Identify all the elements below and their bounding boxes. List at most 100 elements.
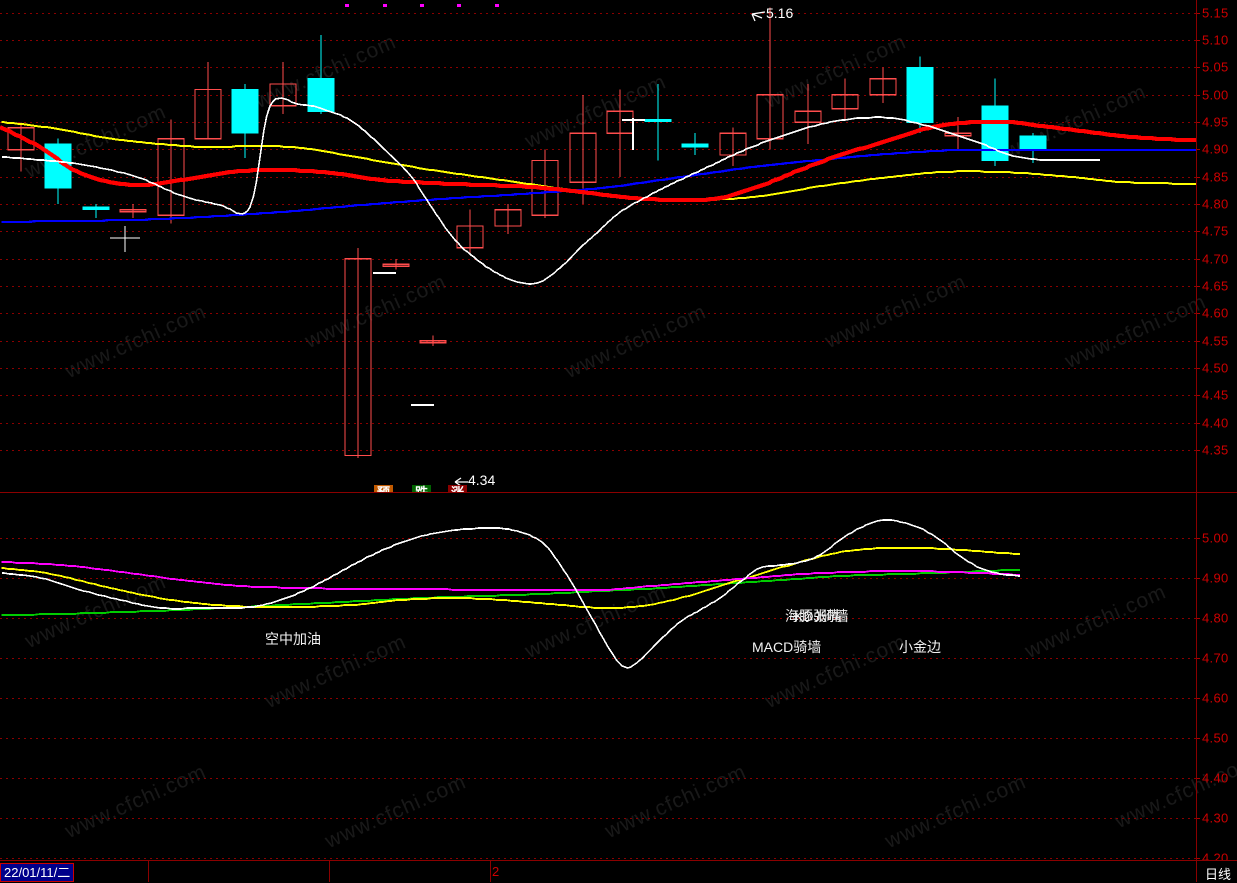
price-axis-right[interactable]: 5.15 5.10 5.05 5.00 4.95 4.90 4.85 4.80 4.75 4.70… — [1196, 0, 1237, 492]
candlestick[interactable] — [644, 84, 672, 161]
price-gridline — [0, 122, 1196, 123]
price-gridline — [0, 286, 1196, 287]
candlestick[interactable] — [831, 78, 859, 120]
candlestick[interactable] — [82, 204, 110, 218]
doji-cross-markers — [110, 118, 645, 406]
candlestick[interactable] — [531, 149, 559, 218]
candlestick[interactable] — [119, 204, 147, 218]
price-axis-tick: 4.90 — [1202, 141, 1229, 157]
indicator-axis-right[interactable]: 5.00 4.90 4.80 4.70 4.60 4.50 4.40 4.30 4.20 — [1196, 494, 1237, 866]
signal-dot — [420, 4, 424, 7]
signal-label-gold-edge: 小金边 — [899, 639, 941, 655]
price-gridline — [0, 67, 1196, 68]
callout-arrows — [454, 11, 766, 487]
x-tick-mark-1 — [148, 861, 149, 882]
candlestick[interactable] — [719, 127, 747, 166]
price-axis-tick-mark — [1196, 231, 1200, 232]
price-axis-tick-mark — [1196, 450, 1200, 451]
indicator-axis-tick-mark — [1196, 738, 1200, 739]
price-axis-tick: 4.95 — [1202, 114, 1229, 130]
candle-body-hollow — [119, 208, 147, 213]
price-axis-tick: 5.05 — [1202, 59, 1229, 75]
price-gridline — [0, 341, 1196, 342]
x-tick-mark-2 — [329, 861, 330, 882]
signal-dot — [345, 4, 349, 7]
price-axis-tick: 5.00 — [1202, 87, 1229, 103]
price-gridline — [0, 395, 1196, 396]
price-axis-tick: 4.50 — [1202, 360, 1229, 376]
indicator-gridline — [0, 538, 1196, 539]
indicator-line-green — [1, 569, 1020, 616]
candlestick[interactable] — [906, 56, 934, 134]
candlestick[interactable] — [269, 62, 297, 115]
date-readout[interactable]: 22/01/11/二 — [0, 863, 75, 882]
signal-label-dolphin-mouth: 海豚张嘴 — [785, 608, 841, 624]
indicator-axis-tick: 4.30 — [1202, 810, 1229, 826]
signal-label-macd-riding: MACD骑墙 — [752, 639, 822, 655]
indicator-gridline — [0, 698, 1196, 699]
candlestick[interactable] — [194, 62, 222, 140]
indicator-axis-tick: 4.90 — [1202, 570, 1229, 586]
candle-body-hollow — [831, 94, 859, 110]
candlestick[interactable] — [494, 204, 522, 235]
indicator-plot — [1, 519, 1020, 669]
candlestick[interactable] — [231, 84, 259, 158]
candlestick[interactable] — [606, 89, 634, 177]
candlestick[interactable] — [307, 34, 335, 115]
indicator-panel[interactable] — [0, 494, 1196, 860]
price-axis-tick: 4.60 — [1202, 305, 1229, 321]
axis-border — [1196, 0, 1197, 861]
indicator-axis-tick: 4.70 — [1202, 650, 1229, 666]
up-tag[interactable]: 涨 — [448, 485, 468, 492]
high-callout-arrow — [751, 11, 766, 22]
candle-body-hollow — [794, 110, 822, 123]
candlestick[interactable] — [756, 7, 784, 150]
price-axis-tick-mark — [1196, 423, 1200, 424]
candlestick[interactable] — [344, 247, 372, 459]
price-panel[interactable]: 5.16 4.34 预 跌 涨 — [0, 0, 1196, 492]
indicator-line-white — [1, 519, 1020, 669]
price-axis-tick-mark — [1196, 313, 1200, 314]
price-axis-tick: 4.45 — [1202, 387, 1229, 403]
panel-separator — [0, 492, 1237, 493]
low-price-callout: 4.34 — [468, 472, 496, 488]
candlestick[interactable] — [681, 133, 709, 156]
indicator-axis-tick-mark — [1196, 578, 1200, 579]
candlestick[interactable] — [869, 67, 897, 104]
price-plot — [0, 4, 1196, 487]
bottom-separator — [0, 860, 1237, 861]
signal-dot — [495, 4, 499, 7]
indicator-gridline — [0, 778, 1196, 779]
candlestick[interactable] — [7, 122, 35, 172]
price-axis-tick: 4.65 — [1202, 278, 1229, 294]
period-label[interactable]: 日线 — [1205, 867, 1232, 882]
indicator-axis-tick: 4.80 — [1202, 610, 1229, 626]
candle-body-filled — [681, 143, 709, 148]
candlestick[interactable] — [981, 78, 1009, 166]
forecast-tag[interactable]: 预 — [374, 485, 394, 492]
top-signal-markers — [345, 4, 499, 7]
candlestick[interactable] — [569, 94, 597, 205]
price-axis-tick-mark — [1196, 95, 1200, 96]
candlestick[interactable] — [794, 84, 822, 145]
candlestick[interactable] — [456, 209, 484, 254]
indicator-axis-tick: 4.40 — [1202, 770, 1229, 786]
price-axis-tick-mark — [1196, 259, 1200, 260]
price-axis-tick: 4.55 — [1202, 333, 1229, 349]
indicator-gridline — [0, 818, 1196, 819]
candlestick[interactable] — [157, 119, 185, 224]
price-axis-tick-mark — [1196, 67, 1200, 68]
ma-line-blue — [1, 148, 1196, 224]
x-tick-mark-4 — [1196, 861, 1197, 882]
price-gridline — [0, 149, 1196, 150]
candle-body-filled — [1019, 135, 1047, 151]
candle-body-hollow — [869, 77, 897, 96]
status-bar[interactable]: 22/01/11/二 2 日线 — [0, 861, 1237, 882]
signal-dot — [457, 4, 461, 7]
indicator-axis-tick-mark — [1196, 618, 1200, 619]
down-tag[interactable]: 跌 — [412, 485, 432, 492]
candlestick[interactable] — [382, 258, 410, 270]
indicator-axis-tick: 4.60 — [1202, 690, 1229, 706]
candlestick[interactable] — [44, 138, 72, 205]
candlestick[interactable] — [419, 335, 447, 347]
